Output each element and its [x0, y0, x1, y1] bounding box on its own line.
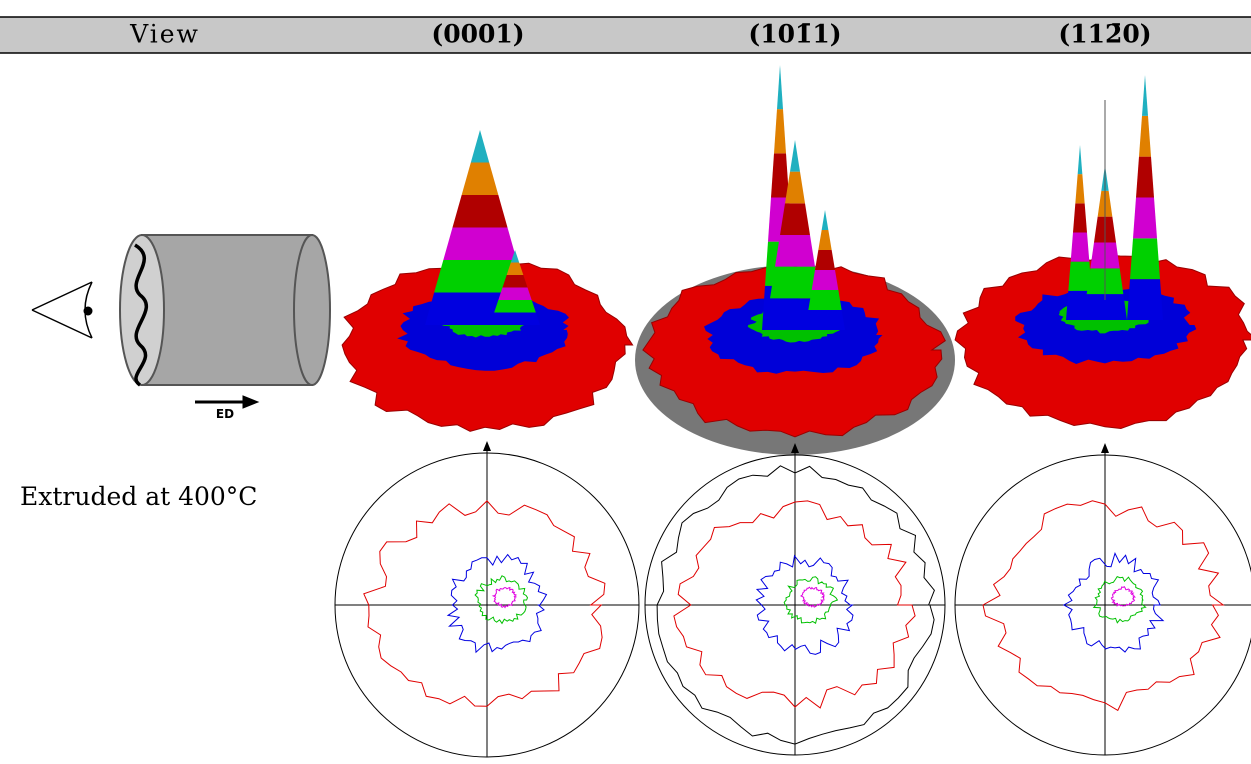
- peak-band: [1073, 203, 1087, 233]
- peak-band: [780, 203, 810, 235]
- peak-band: [1133, 197, 1157, 239]
- peak-band: [777, 65, 783, 110]
- header-cell: (101̄1): [748, 20, 841, 49]
- contour: [1062, 552, 1165, 653]
- surface: [954, 75, 1251, 430]
- row-label: Extruded at 400°C: [20, 482, 257, 511]
- peak-band: [785, 171, 805, 204]
- peak-band: [805, 310, 845, 330]
- contour: [446, 553, 548, 654]
- peak-band: [775, 235, 815, 267]
- peak-band: [821, 210, 829, 230]
- peak-band: [506, 262, 524, 275]
- peak-band: [1130, 238, 1160, 280]
- arrow: [483, 441, 491, 451]
- header-band: [0, 17, 1251, 53]
- contour: [363, 500, 606, 707]
- contour: [982, 500, 1225, 712]
- peak-band: [510, 250, 520, 263]
- surface-plots: [341, 65, 1251, 455]
- contour: [755, 554, 854, 655]
- peak-band: [771, 153, 789, 198]
- peak-band: [815, 250, 835, 270]
- pole-figure: [644, 443, 946, 756]
- peak-band: [774, 109, 786, 154]
- peak-band: [498, 287, 532, 300]
- peak-band: [1136, 156, 1154, 198]
- peak-band: [770, 266, 820, 299]
- peak-band: [494, 300, 536, 313]
- contour: [491, 586, 518, 609]
- peak-band: [811, 270, 839, 290]
- peak-band: [502, 275, 528, 288]
- peak-band: [452, 195, 508, 228]
- peak-band: [461, 162, 499, 195]
- pole-figure: [954, 443, 1251, 756]
- peak-band: [1142, 75, 1148, 116]
- peak-band: [1070, 232, 1090, 262]
- header-cell: (0001): [431, 20, 524, 49]
- peak-band: [1139, 115, 1151, 157]
- surface: [341, 130, 634, 432]
- header-cell: (112̄0): [1058, 20, 1151, 49]
- contour: [673, 500, 916, 709]
- peak-band: [818, 230, 832, 250]
- contour: [1110, 586, 1137, 607]
- pole-figures: [334, 441, 1251, 758]
- peak-band: [1075, 174, 1085, 204]
- contour: [783, 576, 839, 624]
- header-cell: View: [129, 20, 200, 49]
- peak-band: [1127, 279, 1163, 320]
- peak-band: [1068, 261, 1092, 291]
- surface: [635, 65, 955, 455]
- peak-band: [470, 130, 490, 163]
- arrow-label: ED: [216, 407, 234, 421]
- peak-band: [434, 260, 526, 293]
- arrow: [1101, 443, 1109, 453]
- contour: [800, 586, 825, 608]
- contour: [656, 465, 935, 745]
- peak-band: [443, 227, 517, 260]
- peak-band: [490, 312, 540, 325]
- arrow: [791, 443, 799, 453]
- peak-band: [808, 290, 842, 310]
- schematic: [31, 234, 331, 409]
- peak-band: [1077, 145, 1083, 175]
- pole-figure: [334, 441, 640, 758]
- contour: [1092, 575, 1147, 624]
- contour: [474, 575, 529, 625]
- peak-band: [1083, 294, 1127, 320]
- peak-band: [790, 140, 800, 172]
